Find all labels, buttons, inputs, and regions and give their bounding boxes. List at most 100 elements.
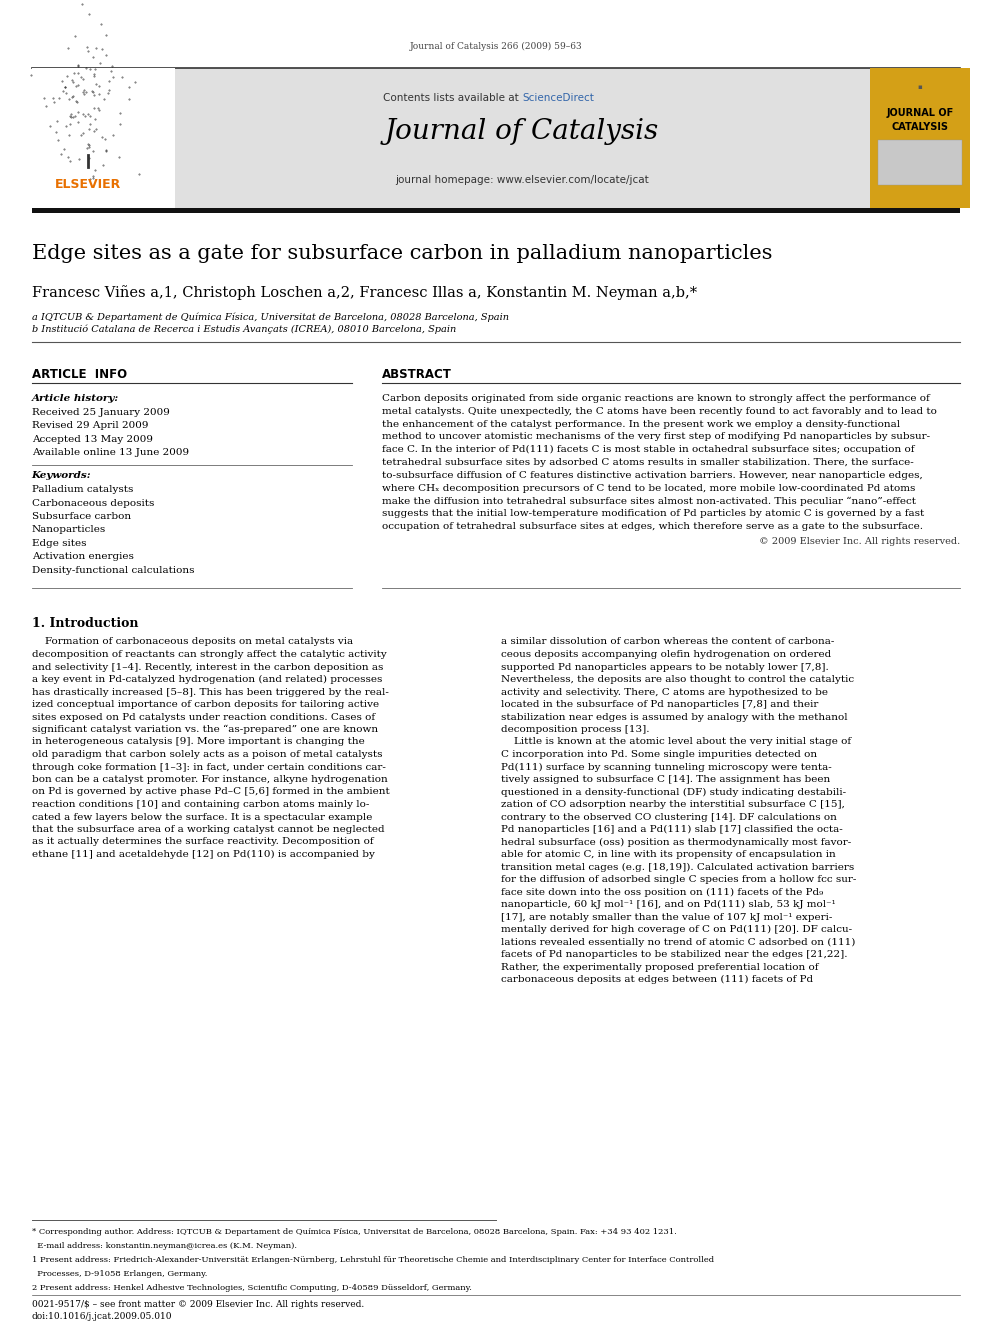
Text: on Pd is governed by active phase Pd–C [5,6] formed in the ambient: on Pd is governed by active phase Pd–C [… — [32, 787, 390, 796]
Text: that the subsurface area of a working catalyst cannot be neglected: that the subsurface area of a working ca… — [32, 826, 384, 833]
Text: [17], are notably smaller than the value of 107 kJ mol⁻¹ experi-: [17], are notably smaller than the value… — [501, 913, 832, 922]
Text: ABSTRACT: ABSTRACT — [382, 368, 451, 381]
Text: carbonaceous deposits at edges between (111) facets of Pd: carbonaceous deposits at edges between (… — [501, 975, 813, 984]
Text: Density-functional calculations: Density-functional calculations — [32, 566, 194, 576]
Text: Nevertheless, the deposits are also thought to control the catalytic: Nevertheless, the deposits are also thou… — [501, 675, 854, 684]
Text: ethane [11] and acetaldehyde [12] on Pd(110) is accompanied by: ethane [11] and acetaldehyde [12] on Pd(… — [32, 849, 375, 859]
Text: cated a few layers below the surface. It is a spectacular example: cated a few layers below the surface. It… — [32, 812, 372, 822]
Text: ARTICLE  INFO: ARTICLE INFO — [32, 368, 127, 381]
Text: a key event in Pd-catalyzed hydrogenation (and related) processes: a key event in Pd-catalyzed hydrogenatio… — [32, 675, 382, 684]
Text: sites exposed on Pd catalysts under reaction conditions. Cases of: sites exposed on Pd catalysts under reac… — [32, 713, 375, 721]
Text: Accepted 13 May 2009: Accepted 13 May 2009 — [32, 434, 153, 443]
Text: CATALYSIS: CATALYSIS — [892, 122, 948, 132]
Text: Journal of Catalysis: Journal of Catalysis — [385, 118, 659, 146]
Text: Nanoparticles: Nanoparticles — [32, 525, 106, 534]
Text: Article history:: Article history: — [32, 394, 119, 404]
Text: face C. In the interior of Pd(111) facets C is most stable in octahedral subsurf: face C. In the interior of Pd(111) facet… — [382, 446, 915, 454]
Text: old paradigm that carbon solely acts as a poison of metal catalysts: old paradigm that carbon solely acts as … — [32, 750, 382, 759]
Text: has drastically increased [5–8]. This has been triggered by the real-: has drastically increased [5–8]. This ha… — [32, 688, 389, 696]
Text: Keywords:: Keywords: — [32, 471, 91, 480]
Text: Palladium catalysts: Palladium catalysts — [32, 486, 133, 493]
Text: face site down into the oss position on (111) facets of the Pd₉: face site down into the oss position on … — [501, 888, 823, 897]
Text: * Corresponding author. Address: IQTCUB & Departament de Química Física, Univers: * Corresponding author. Address: IQTCUB … — [32, 1228, 677, 1236]
Text: suggests that the initial low-temperature modification of Pd particles by atomic: suggests that the initial low-temperatur… — [382, 509, 925, 519]
Bar — [870, 67, 970, 208]
Text: © 2009 Elsevier Inc. All rights reserved.: © 2009 Elsevier Inc. All rights reserved… — [759, 537, 960, 546]
Text: occupation of tetrahedral subsurface sites at edges, which therefore serve as a : occupation of tetrahedral subsurface sit… — [382, 523, 923, 531]
Text: Subsurface carbon: Subsurface carbon — [32, 512, 131, 521]
Text: JOURNAL OF: JOURNAL OF — [887, 108, 953, 118]
Text: Pd nanoparticles [16] and a Pd(111) slab [17] classified the octa-: Pd nanoparticles [16] and a Pd(111) slab… — [501, 826, 843, 833]
Text: Activation energies: Activation energies — [32, 553, 134, 561]
Text: able for atomic C, in line with its propensity of encapsulation in: able for atomic C, in line with its prop… — [501, 849, 835, 859]
Text: zation of CO adsorption nearby the interstitial subsurface C [15],: zation of CO adsorption nearby the inter… — [501, 800, 845, 808]
Text: ceous deposits accompanying olefin hydrogenation on ordered: ceous deposits accompanying olefin hydro… — [501, 650, 831, 659]
Text: ized conceptual importance of carbon deposits for tailoring active: ized conceptual importance of carbon dep… — [32, 700, 379, 709]
Bar — [175, 67, 870, 208]
Text: decomposition of reactants can strongly affect the catalytic activity: decomposition of reactants can strongly … — [32, 650, 387, 659]
Text: ▪: ▪ — [918, 83, 923, 90]
Text: the enhancement of the catalyst performance. In the present work we employ a den: the enhancement of the catalyst performa… — [382, 419, 900, 429]
Bar — [32, 208, 960, 213]
Text: 1. Introduction: 1. Introduction — [32, 618, 138, 631]
Text: C incorporation into Pd. Some single impurities detected on: C incorporation into Pd. Some single imp… — [501, 750, 817, 759]
Text: located in the subsurface of Pd nanoparticles [7,8] and their: located in the subsurface of Pd nanopart… — [501, 700, 818, 709]
Text: Available online 13 June 2009: Available online 13 June 2009 — [32, 448, 188, 456]
Text: 2 Present address: Henkel Adhesive Technologies, Scientific Computing, D-40589 D: 2 Present address: Henkel Adhesive Techn… — [32, 1285, 471, 1293]
Text: Rather, the experimentally proposed preferential location of: Rather, the experimentally proposed pref… — [501, 963, 818, 971]
Text: Contents lists available at: Contents lists available at — [383, 93, 522, 103]
Text: questioned in a density-functional (DF) study indicating destabili-: questioned in a density-functional (DF) … — [501, 787, 846, 796]
Text: E-mail address: konstantin.neyman@icrea.es (K.M. Neyman).: E-mail address: konstantin.neyman@icrea.… — [32, 1242, 297, 1250]
Text: Little is known at the atomic level about the very initial stage of: Little is known at the atomic level abou… — [501, 737, 851, 746]
Text: bon can be a catalyst promoter. For instance, alkyne hydrogenation: bon can be a catalyst promoter. For inst… — [32, 775, 388, 785]
Text: Pd(111) surface by scanning tunneling microscopy were tenta-: Pd(111) surface by scanning tunneling mi… — [501, 762, 831, 771]
Text: journal homepage: www.elsevier.com/locate/jcat: journal homepage: www.elsevier.com/locat… — [395, 175, 649, 185]
Text: where CHₓ decomposition precursors of C tend to be located, more mobile low-coor: where CHₓ decomposition precursors of C … — [382, 484, 916, 492]
Text: for the diffusion of adsorbed single C species from a hollow fcc sur-: for the diffusion of adsorbed single C s… — [501, 875, 856, 884]
Text: tetrahedral subsurface sites by adsorbed C atoms results in smaller stabilizatio: tetrahedral subsurface sites by adsorbed… — [382, 458, 914, 467]
Text: metal catalysts. Quite unexpectedly, the C atoms have been recently found to act: metal catalysts. Quite unexpectedly, the… — [382, 406, 936, 415]
Text: in heterogeneous catalysis [9]. More important is changing the: in heterogeneous catalysis [9]. More imp… — [32, 737, 364, 746]
Text: Carbon deposits originated from side organic reactions are known to strongly aff: Carbon deposits originated from side org… — [382, 394, 930, 404]
Text: 1 Present address: Friedrich-Alexander-Universität Erlangen-Nürnberg, Lehrstuhl : 1 Present address: Friedrich-Alexander-U… — [32, 1256, 714, 1263]
Text: significant catalyst variation vs. the “as-prepared” one are known: significant catalyst variation vs. the “… — [32, 725, 378, 734]
Text: a similar dissolution of carbon whereas the content of carbona-: a similar dissolution of carbon whereas … — [501, 638, 834, 647]
Text: contrary to the observed CO clustering [14]. DF calculations on: contrary to the observed CO clustering [… — [501, 812, 837, 822]
Text: to-subsurface diffusion of C features distinctive activation barriers. However, : to-subsurface diffusion of C features di… — [382, 471, 923, 480]
Text: a IQTCUB & Departament de Química Física, Universitat de Barcelona, 08028 Barcel: a IQTCUB & Departament de Química Física… — [32, 312, 509, 321]
Text: ScienceDirect: ScienceDirect — [522, 93, 594, 103]
Text: Processes, D-91058 Erlangen, Germany.: Processes, D-91058 Erlangen, Germany. — [32, 1270, 207, 1278]
Text: b Institució Catalana de Recerca i Estudis Avançats (ICREA), 08010 Barcelona, Sp: b Institució Catalana de Recerca i Estud… — [32, 325, 456, 335]
Text: and selectivity [1–4]. Recently, interest in the carbon deposition as: and selectivity [1–4]. Recently, interes… — [32, 663, 383, 672]
Text: 0021-9517/$ – see front matter © 2009 Elsevier Inc. All rights reserved.: 0021-9517/$ – see front matter © 2009 El… — [32, 1301, 364, 1308]
Text: 𝒕: 𝒕 — [76, 136, 99, 173]
Text: Edge sites as a gate for subsurface carbon in palladium nanoparticles: Edge sites as a gate for subsurface carb… — [32, 243, 772, 263]
Text: activity and selectivity. There, C atoms are hypothesized to be: activity and selectivity. There, C atoms… — [501, 688, 828, 696]
Text: Received 25 January 2009: Received 25 January 2009 — [32, 407, 170, 417]
Text: method to uncover atomistic mechanisms of the very first step of modifying Pd na: method to uncover atomistic mechanisms o… — [382, 433, 930, 442]
Bar — [878, 140, 962, 185]
Text: through coke formation [1–3]: in fact, under certain conditions car-: through coke formation [1–3]: in fact, u… — [32, 762, 386, 771]
Text: transition metal cages (e.g. [18,19]). Calculated activation barriers: transition metal cages (e.g. [18,19]). C… — [501, 863, 854, 872]
Bar — [32, 67, 175, 208]
Text: Edge sites: Edge sites — [32, 538, 86, 548]
Text: as it actually determines the surface reactivity. Decomposition of: as it actually determines the surface re… — [32, 837, 373, 847]
Text: doi:10.1016/j.jcat.2009.05.010: doi:10.1016/j.jcat.2009.05.010 — [32, 1312, 173, 1320]
Text: Formation of carbonaceous deposits on metal catalysts via: Formation of carbonaceous deposits on me… — [32, 638, 353, 647]
Text: Journal of Catalysis 266 (2009) 59–63: Journal of Catalysis 266 (2009) 59–63 — [410, 42, 582, 52]
Text: facets of Pd nanoparticles to be stabilized near the edges [21,22].: facets of Pd nanoparticles to be stabili… — [501, 950, 847, 959]
Text: ELSEVIER: ELSEVIER — [55, 179, 121, 191]
Text: Francesc Viñes a,1, Christoph Loschen a,2, Francesc Illas a, Konstantin M. Neyma: Francesc Viñes a,1, Christoph Loschen a,… — [32, 284, 696, 300]
Text: tively assigned to subsurface C [14]. The assignment has been: tively assigned to subsurface C [14]. Th… — [501, 775, 830, 785]
Text: Carbonaceous deposits: Carbonaceous deposits — [32, 499, 154, 508]
Text: make the diffusion into tetrahedral subsurface sites almost non-activated. This : make the diffusion into tetrahedral subs… — [382, 496, 916, 505]
Text: supported Pd nanoparticles appears to be notably lower [7,8].: supported Pd nanoparticles appears to be… — [501, 663, 828, 672]
Text: decomposition process [13].: decomposition process [13]. — [501, 725, 650, 734]
Text: stabilization near edges is assumed by analogy with the methanol: stabilization near edges is assumed by a… — [501, 713, 847, 721]
Text: Revised 29 April 2009: Revised 29 April 2009 — [32, 421, 148, 430]
Text: reaction conditions [10] and containing carbon atoms mainly lo-: reaction conditions [10] and containing … — [32, 800, 369, 808]
Text: mentally derived for high coverage of C on Pd(111) [20]. DF calcu-: mentally derived for high coverage of C … — [501, 925, 852, 934]
Text: lations revealed essentially no trend of atomic C adsorbed on (111): lations revealed essentially no trend of… — [501, 938, 855, 947]
Text: nanoparticle, 60 kJ mol⁻¹ [16], and on Pd(111) slab, 53 kJ mol⁻¹: nanoparticle, 60 kJ mol⁻¹ [16], and on P… — [501, 900, 835, 909]
Text: hedral subsurface (oss) position as thermodynamically most favor-: hedral subsurface (oss) position as ther… — [501, 837, 851, 847]
